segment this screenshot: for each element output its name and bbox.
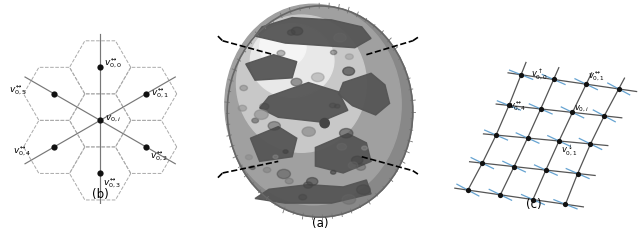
Text: $v_{0,1}^{\leftrightarrow}$: $v_{0,1}^{\leftrightarrow}$ <box>151 87 169 100</box>
Ellipse shape <box>307 178 318 186</box>
Ellipse shape <box>362 146 367 150</box>
Ellipse shape <box>277 170 291 179</box>
Ellipse shape <box>277 51 285 57</box>
Text: $v_{0,4}^{\leftrightarrow}$: $v_{0,4}^{\leftrightarrow}$ <box>13 144 31 157</box>
Ellipse shape <box>268 122 280 131</box>
Ellipse shape <box>302 128 316 137</box>
Ellipse shape <box>312 73 324 82</box>
Ellipse shape <box>273 155 278 159</box>
Ellipse shape <box>356 164 365 170</box>
Text: $v_{0,4}^{\leftrightarrow}$: $v_{0,4}^{\leftrightarrow}$ <box>509 99 526 112</box>
Polygon shape <box>255 18 371 49</box>
Text: (a): (a) <box>312 216 328 229</box>
Ellipse shape <box>348 162 358 169</box>
Ellipse shape <box>285 179 293 184</box>
Ellipse shape <box>320 119 329 128</box>
Text: (c): (c) <box>525 197 541 210</box>
Text: $v_{0,1}^{\leftrightarrow}$: $v_{0,1}^{\leftrightarrow}$ <box>588 69 605 82</box>
Ellipse shape <box>252 119 259 123</box>
Ellipse shape <box>250 24 334 98</box>
Ellipse shape <box>245 155 252 160</box>
Ellipse shape <box>330 51 337 55</box>
Ellipse shape <box>340 129 353 138</box>
Ellipse shape <box>227 7 413 217</box>
Ellipse shape <box>287 31 295 36</box>
Ellipse shape <box>260 26 306 68</box>
Ellipse shape <box>303 182 312 188</box>
Polygon shape <box>316 134 371 173</box>
Ellipse shape <box>240 86 248 91</box>
Text: (b): (b) <box>92 187 109 200</box>
Ellipse shape <box>330 104 336 108</box>
Ellipse shape <box>237 16 366 153</box>
Ellipse shape <box>342 195 356 204</box>
Text: $v_{0,i}$: $v_{0,i}$ <box>574 103 589 113</box>
Ellipse shape <box>351 156 363 164</box>
Text: $v_{0,0}^{\leftrightarrow}$: $v_{0,0}^{\leftrightarrow}$ <box>104 56 122 70</box>
Ellipse shape <box>263 168 271 173</box>
Ellipse shape <box>356 185 371 195</box>
Text: $v_{0,3}^{\leftrightarrow}$: $v_{0,3}^{\leftrightarrow}$ <box>103 176 121 189</box>
Ellipse shape <box>283 150 288 154</box>
Ellipse shape <box>225 5 401 205</box>
Polygon shape <box>250 127 297 162</box>
Ellipse shape <box>335 105 340 109</box>
Text: $v_{0,5}^{\leftrightarrow}$: $v_{0,5}^{\leftrightarrow}$ <box>10 84 28 97</box>
Ellipse shape <box>331 171 336 174</box>
Ellipse shape <box>291 28 303 36</box>
Ellipse shape <box>250 166 255 170</box>
Ellipse shape <box>255 110 268 120</box>
Ellipse shape <box>346 55 353 60</box>
Ellipse shape <box>333 34 346 43</box>
Ellipse shape <box>337 144 346 150</box>
Ellipse shape <box>299 195 307 200</box>
Text: $v_{0,i}$: $v_{0,i}$ <box>105 114 122 124</box>
Ellipse shape <box>238 106 246 112</box>
Text: $v_{0,2}^{\leftrightarrow}$: $v_{0,2}^{\leftrightarrow}$ <box>150 149 168 162</box>
Ellipse shape <box>343 68 355 76</box>
Text: $v_{0,1}^{\downarrow}$: $v_{0,1}^{\downarrow}$ <box>561 143 578 157</box>
Polygon shape <box>260 83 348 122</box>
Polygon shape <box>246 55 297 81</box>
Text: $v_{0,0}^{\uparrow}$: $v_{0,0}^{\uparrow}$ <box>531 67 548 82</box>
Polygon shape <box>339 74 390 116</box>
Polygon shape <box>255 180 371 203</box>
Ellipse shape <box>291 79 302 87</box>
Ellipse shape <box>260 104 269 110</box>
